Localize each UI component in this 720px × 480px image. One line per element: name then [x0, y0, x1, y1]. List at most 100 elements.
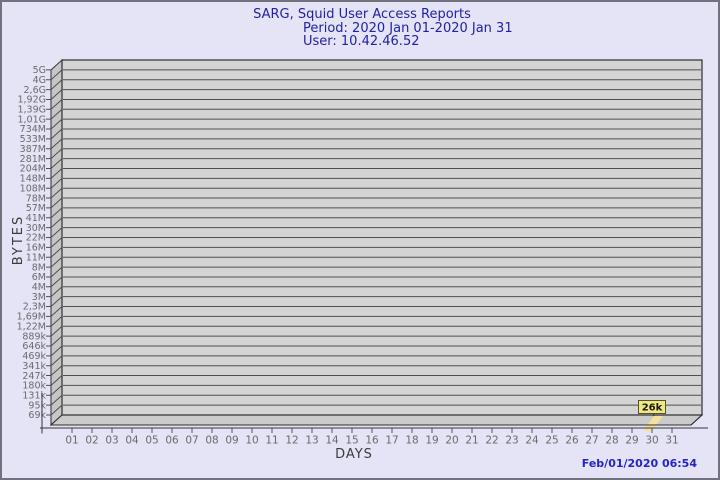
report-user: User: 10.42.46.52 [303, 34, 420, 49]
generated-timestamp: Feb/01/2020 06:54 [581, 457, 697, 470]
x-axis-tick-label: 15 [345, 435, 358, 447]
y-axis-tick [46, 375, 63, 386]
x-axis-tick-label: 30 [645, 435, 658, 447]
y-axis-tick-label: 148M [20, 174, 46, 185]
x-axis-tick-label: 19 [425, 435, 438, 447]
y-axis-tick [46, 138, 63, 150]
y-axis-tick [46, 335, 63, 347]
y-axis-tick-label: 57M [26, 203, 46, 214]
y-axis-title: BYTES [11, 214, 26, 266]
x-axis-tick-label: 18 [405, 435, 418, 447]
x-axis-tick-label: 02 [85, 435, 98, 447]
y-axis-tick-label: 11M [26, 252, 46, 263]
x-axis-tick-label: 31 [665, 435, 678, 447]
y-axis-tick [46, 355, 63, 367]
report-period: Period: 2020 Jan 01-2020 Jan 31 [303, 21, 513, 36]
x-axis-tick-label: 29 [625, 435, 638, 447]
x-axis-tick-label: 23 [505, 435, 518, 447]
y-axis-tick-label: 16M [26, 243, 46, 254]
x-axis-title: DAYS [335, 447, 373, 462]
y-axis-tick [46, 158, 63, 169]
y-axis-tick [46, 306, 63, 317]
x-axis-tick-label: 10 [245, 435, 258, 447]
y-axis-tick-label: 5G [33, 65, 46, 76]
y-axis-tick-label: 1,22M [17, 321, 46, 332]
y-axis-tick [46, 217, 63, 229]
y-axis-tick [46, 276, 63, 288]
y-axis-tick [46, 118, 63, 130]
y-axis-tick-label: 22M [26, 233, 46, 244]
y-axis-tick [46, 168, 63, 179]
x-axis-tick-label: 09 [225, 435, 238, 447]
y-axis-tick-label: 1,69M [17, 312, 46, 323]
y-axis-tick [46, 365, 63, 377]
x-axis-tick-label: 11 [265, 435, 278, 447]
y-axis-tick-label: 30M [26, 223, 46, 234]
y-axis-tick [46, 79, 63, 91]
y-axis-tick [46, 385, 63, 396]
y-axis-tick-label: 204M [20, 164, 46, 175]
y-axis-tick-label: 2,3M [23, 302, 46, 313]
bar-value-label: 26k [642, 403, 663, 414]
y-axis-tick-label: 1,39G [17, 105, 46, 116]
bar-value-label-box [638, 400, 666, 414]
y-axis-tick [46, 404, 63, 416]
y-axis-tick [46, 59, 63, 71]
y-axis-tick-label: 2,6G [24, 85, 46, 96]
y-axis-tick [46, 296, 63, 308]
y-axis-tick [46, 108, 63, 120]
plot-floor [49, 414, 704, 426]
y-axis-tick [46, 69, 63, 81]
x-axis-tick-label: 25 [545, 435, 558, 447]
x-axis-tick-label: 17 [385, 435, 398, 447]
y-axis-tick [46, 394, 63, 406]
y-axis-tick-label: 95k [28, 400, 46, 411]
y-axis-tick-label: 41M [26, 213, 46, 224]
x-axis-tick-label: 12 [285, 435, 298, 447]
y-axis-tick-label: 247k [22, 371, 46, 382]
y-axis-tick-label: 69k [28, 410, 46, 421]
y-axis-tick-label: 533M [20, 134, 46, 145]
y-axis-tick [46, 246, 63, 258]
y-axis-tick [46, 99, 63, 110]
y-axis-tick-label: 8M [32, 262, 46, 273]
bar-day-30 [643, 416, 663, 431]
y-axis-tick-label: 341k [22, 361, 46, 372]
y-axis-tick-label: 734M [20, 124, 46, 135]
y-axis-tick-label: 131k [22, 390, 46, 401]
y-axis-tick [46, 177, 63, 189]
y-axis-tick [46, 256, 63, 268]
y-axis-tick [46, 207, 63, 219]
y-axis-tick [46, 237, 63, 248]
y-axis-tick-label: 387M [20, 144, 46, 155]
x-axis-tick-label: 16 [365, 435, 379, 447]
x-axis-tick-label: 04 [125, 435, 139, 447]
y-axis-tick [46, 187, 63, 199]
x-axis-tick-label: 14 [325, 435, 339, 447]
y-axis-tick-label: 108M [20, 183, 46, 194]
y-axis-tick-label: 4M [32, 282, 46, 293]
y-axis-tick-label: 1,92G [17, 95, 46, 106]
y-axis-tick [46, 89, 63, 100]
y-axis-tick [46, 227, 63, 238]
y-axis-tick [46, 325, 63, 337]
x-axis-tick-label: 08 [205, 435, 218, 447]
y-axis-tick-label: 3M [32, 292, 46, 303]
y-axis-tick-label: 469k [22, 351, 46, 362]
y-axis-tick [46, 286, 63, 298]
x-axis-tick-label: 28 [605, 435, 618, 447]
y-axis-tick [46, 148, 63, 160]
y-axis-tick-label: 281M [20, 154, 46, 165]
page-title: SARG, Squid User Access Reports [253, 7, 471, 22]
y-axis-tick [46, 128, 63, 140]
y-axis-tick-label: 646k [22, 341, 46, 352]
x-axis-tick-label: 13 [305, 435, 318, 447]
y-axis-tick-label: 4G [33, 75, 46, 86]
x-axis-tick-label: 22 [485, 435, 498, 447]
x-axis-tick-label: 03 [105, 435, 118, 447]
x-axis-tick-label: 27 [585, 435, 598, 447]
x-axis-tick-label: 24 [525, 435, 539, 447]
x-axis-tick-label: 05 [145, 435, 158, 447]
